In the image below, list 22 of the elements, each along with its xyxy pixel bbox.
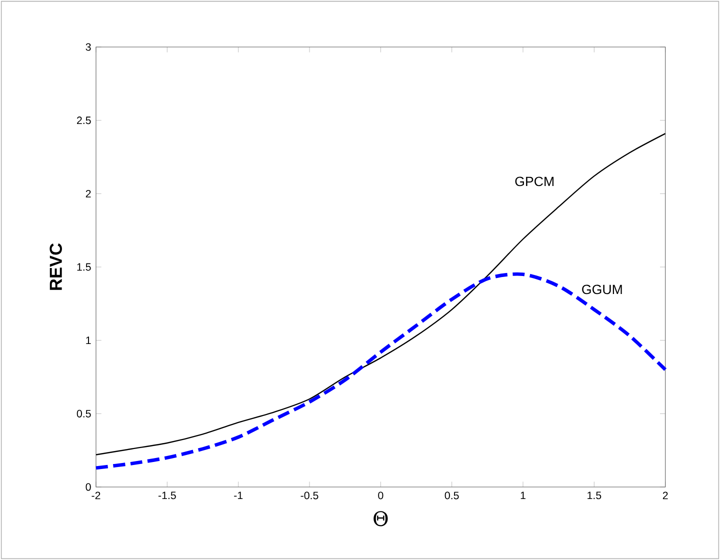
x-tick-label: 2: [662, 492, 668, 500]
y-tick-label: 3: [86, 43, 91, 51]
line-series: [94, 272, 668, 470]
x-tick-label: 1: [520, 492, 526, 500]
x-tick-label: -1.5: [158, 492, 176, 500]
x-tick-label: 0.5: [444, 492, 459, 500]
line-series: [95, 132, 666, 456]
y-tick-label: 1.5: [77, 263, 91, 271]
x-tick-label: 0: [378, 492, 384, 500]
y-tick-label: 0: [86, 483, 91, 491]
x-tick-label: -0.5: [300, 492, 318, 500]
x-axis-title: Θ: [374, 511, 388, 526]
y-tick-label: 1: [86, 336, 91, 344]
y-tick-label: 2: [86, 190, 91, 198]
x-tick-label: 1.5: [588, 492, 602, 500]
y-axis-title: REVC: [50, 243, 62, 290]
y-tick-label: 0.5: [76, 410, 91, 418]
x-tick-label: -2: [92, 492, 100, 500]
series-label: GPCM: [515, 176, 554, 186]
series-label: GGUM: [582, 284, 622, 294]
y-tick-label: 2.5: [77, 116, 91, 124]
x-tick-label: -1: [234, 492, 243, 500]
